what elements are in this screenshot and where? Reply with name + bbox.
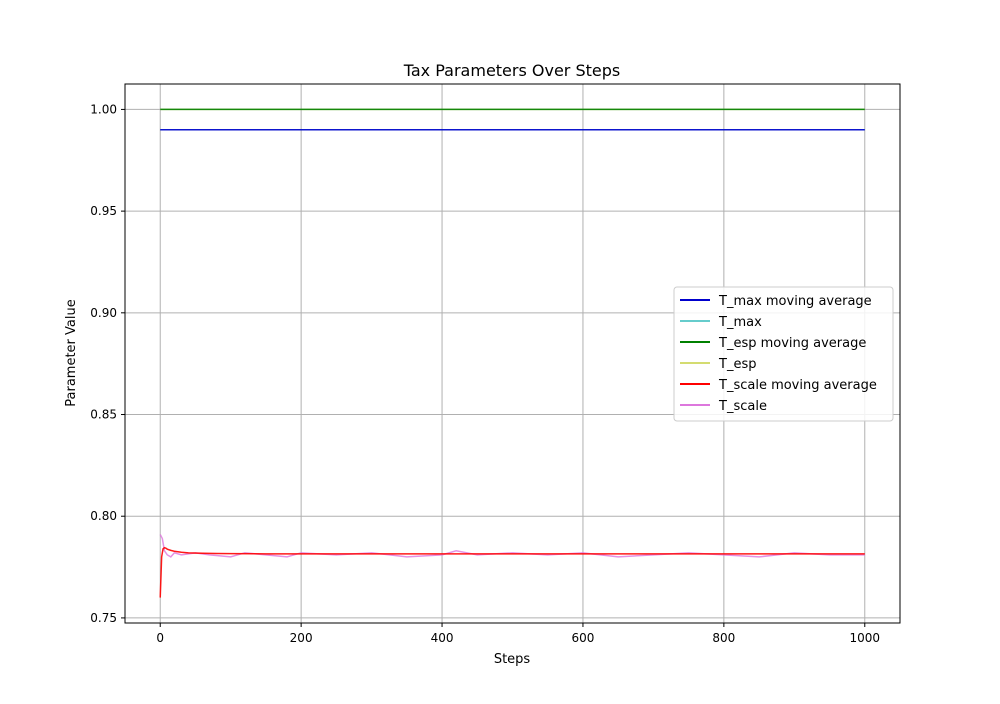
legend-label: T_scale moving average bbox=[718, 378, 877, 393]
y-tick-label: 0.95 bbox=[90, 204, 117, 218]
y-tick-label: 0.90 bbox=[90, 306, 117, 320]
series-line-t-scale bbox=[159, 534, 865, 558]
legend: T_max moving average T_max T_esp moving av… bbox=[673, 286, 894, 422]
legend-box bbox=[673, 286, 894, 422]
plot-frame bbox=[124, 83, 901, 624]
x-tick-label: 800 bbox=[712, 631, 735, 645]
x-tick-label: 1000 bbox=[849, 631, 880, 645]
legend-entry: T_max bbox=[680, 315, 762, 330]
x-tick-label: 600 bbox=[572, 631, 595, 645]
y-tick-label: 1.00 bbox=[90, 102, 117, 116]
x-tick-label: 400 bbox=[431, 631, 454, 645]
y-tick-label: 0.85 bbox=[90, 408, 117, 422]
x-tick-label: 0 bbox=[156, 631, 164, 645]
legend-label: T_scale bbox=[718, 399, 767, 414]
y-tick-label: 0.75 bbox=[90, 611, 117, 625]
legend-entry: T_esp moving average bbox=[680, 336, 866, 351]
chart-title: Tax Parameters Over Steps bbox=[403, 61, 620, 80]
series-line-t-scale-moving-average bbox=[159, 546, 865, 598]
legend-label: T_max moving average bbox=[718, 294, 872, 309]
legend-entry: T_esp bbox=[680, 357, 756, 372]
y-tick-label: 0.80 bbox=[90, 509, 117, 523]
legend-entry: T_scale moving average bbox=[680, 378, 877, 393]
x-axis-label: Steps bbox=[494, 652, 531, 667]
legend-label: T_esp moving average bbox=[718, 336, 866, 351]
y-axis-label: Parameter Value bbox=[64, 299, 79, 406]
legend-label: T_max bbox=[718, 315, 762, 330]
legend-entry: T_max moving average bbox=[680, 294, 872, 309]
x-tick-label: 200 bbox=[290, 631, 313, 645]
tick-layer: 0 200 400 600 800 1000 0.75 0.80 0.85 0.90 0.95 1.0… bbox=[90, 102, 880, 645]
legend-entry: T_scale bbox=[680, 399, 767, 414]
legend-label: T_esp bbox=[718, 357, 756, 372]
series-layer bbox=[159, 108, 865, 598]
